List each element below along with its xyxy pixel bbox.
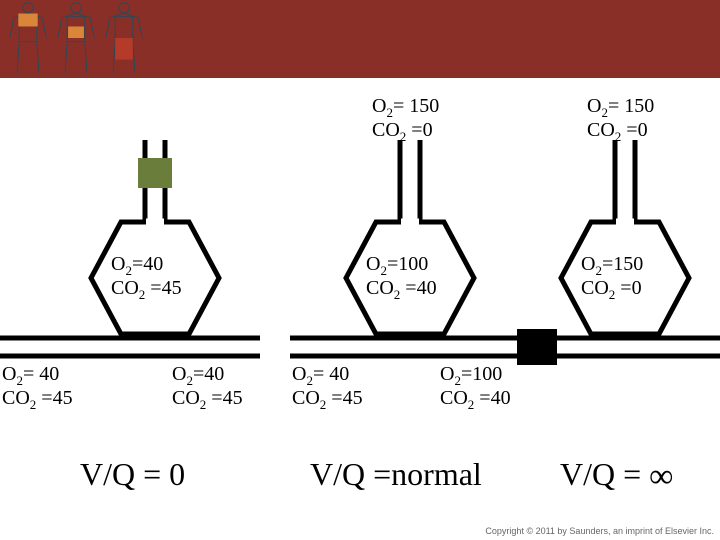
alveolar-gas-label: O2=150CO2 =0 [581, 254, 643, 301]
copyright-citation: Copyright © 2011 by Saunders, an imprint… [485, 526, 714, 536]
arterial-blood-label: O2=100CO2 =40 [440, 364, 511, 411]
airway-inlet-label: O2= 150CO2 =0 [372, 96, 439, 143]
arterial-blood-label: O2=40CO2 =45 [172, 364, 243, 411]
vq-ratio-label: V/Q = ∞ [560, 456, 673, 496]
venous-blood-label: O2= 40CO2 =45 [2, 364, 73, 411]
alveolar-gas-label: O2=100CO2 =40 [366, 254, 437, 301]
venous-blood-label: O2= 40CO2 =45 [292, 364, 363, 411]
airway-inlet-label: O2= 150CO2 =0 [587, 96, 654, 143]
alveolar-gas-label: O2=40CO2 =45 [111, 254, 182, 301]
vq-ratio-label: V/Q =normal [310, 456, 482, 493]
vq-ratio-label: V/Q = 0 [80, 456, 185, 493]
